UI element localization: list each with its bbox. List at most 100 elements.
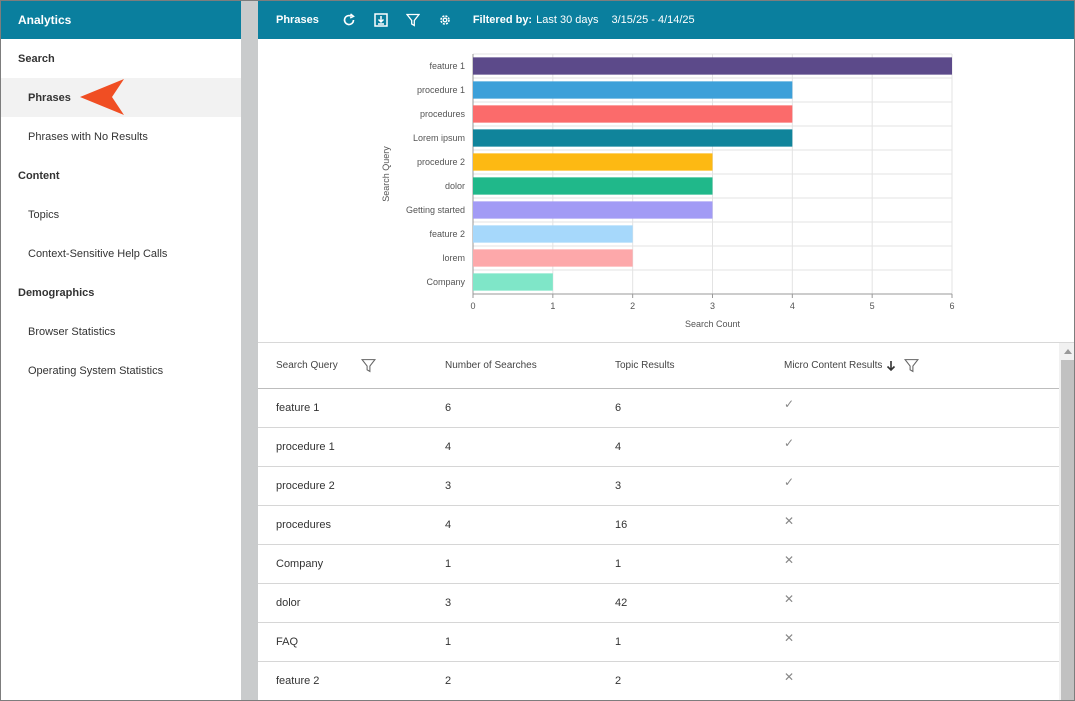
bar	[473, 177, 713, 195]
checkmark-icon: ✓	[784, 397, 795, 411]
chart-svg: 0 1 2 3 4 5 6 feature 1 procedure 1 procedures Lor…	[381, 53, 955, 329]
sidebar: Search Phrases Phrases with No Results C…	[1, 39, 241, 700]
scroll-thumb[interactable]	[1061, 360, 1074, 700]
column-header-search-query[interactable]: Search Query	[276, 343, 376, 388]
cell-searches: 1	[445, 636, 452, 648]
download-icon[interactable]	[374, 13, 388, 27]
table-row[interactable]: feature 2 2 2 ✕	[258, 662, 1059, 700]
cell-topics: 42	[615, 597, 628, 609]
y-tick-label: lorem	[442, 253, 465, 263]
sidebar-item-phrases-no-results[interactable]: Phrases with No Results	[28, 130, 148, 143]
cell-searches: 3	[445, 480, 452, 492]
sort-descending-icon[interactable]	[886, 360, 896, 372]
gear-icon[interactable]	[438, 13, 452, 27]
cell-query: dolor	[276, 597, 301, 609]
cell-topics: 4	[615, 441, 622, 453]
date-range: 3/15/25 - 4/14/25	[611, 14, 695, 26]
y-axis-label: Search Query	[381, 146, 391, 202]
bar	[473, 105, 793, 123]
column-label: Micro Content Results	[784, 360, 883, 371]
sidebar-section-content: Content	[18, 169, 60, 182]
sidebar-section-demographics: Demographics	[18, 286, 95, 299]
table-row[interactable]: procedure 1 4 4 ✓	[258, 428, 1059, 467]
column-header-micro-content-results[interactable]: Micro Content Results	[784, 343, 920, 388]
cell-query: procedures	[276, 519, 332, 531]
cross-icon: ✕	[784, 670, 795, 684]
table-scrollbar[interactable]	[1059, 343, 1074, 700]
bar	[473, 57, 952, 75]
app-title: Analytics	[18, 13, 72, 27]
cell-topics: 16	[615, 519, 628, 531]
cell-searches: 6	[445, 402, 452, 414]
cross-icon: ✕	[784, 553, 795, 567]
filter-icon[interactable]	[405, 13, 420, 27]
cell-query: procedure 2	[276, 480, 335, 492]
x-axis-label: Search Count	[685, 319, 741, 329]
y-tick-label: procedure 2	[417, 157, 465, 167]
cell-query: procedure 1	[276, 441, 335, 453]
refresh-icon[interactable]	[342, 13, 356, 27]
sidebar-section-search: Search	[18, 52, 55, 65]
sidebar-item-os-statistics[interactable]: Operating System Statistics	[28, 364, 164, 377]
y-tick-label: Getting started	[406, 205, 465, 215]
cross-icon: ✕	[784, 514, 795, 528]
cell-searches: 2	[445, 675, 452, 687]
table-row[interactable]: procedures 4 16 ✕	[258, 506, 1059, 545]
cross-icon: ✕	[784, 631, 795, 645]
cell-searches: 1	[445, 558, 452, 570]
checkmark-icon: ✓	[784, 475, 795, 489]
column-header-number-of-searches[interactable]: Number of Searches	[445, 360, 537, 371]
table-row[interactable]: dolor 3 42 ✕	[258, 584, 1059, 623]
sidebar-item-browser-statistics[interactable]: Browser Statistics	[28, 325, 116, 338]
scroll-up-arrow-icon[interactable]	[1064, 349, 1072, 354]
table-row[interactable]: feature 1 6 6 ✓	[258, 389, 1059, 428]
sidebar-header: Analytics	[1, 1, 241, 39]
chart-divider	[258, 342, 1074, 343]
toolbar-title: Phrases	[276, 14, 319, 26]
y-tick-label: feature 1	[429, 61, 465, 71]
x-tick-label: 3	[710, 301, 715, 311]
table-row[interactable]: FAQ 1 1 ✕	[258, 623, 1059, 662]
table-header: Search Query Number of Searches Topic Re…	[258, 343, 1059, 389]
bar	[473, 249, 633, 267]
x-tick-label: 0	[470, 301, 475, 311]
table-row[interactable]: procedure 2 3 3 ✓	[258, 467, 1059, 506]
bar	[473, 81, 793, 99]
results-table: Search Query Number of Searches Topic Re…	[258, 343, 1059, 700]
bar	[473, 153, 713, 171]
filter-value[interactable]: Last 30 days	[536, 14, 599, 26]
cell-query: feature 2	[276, 675, 320, 687]
sidebar-item-topics[interactable]: Topics	[28, 208, 60, 221]
toolbar: Phrases Filtered by: Last 30 days 3/15/2…	[258, 1, 1074, 39]
cell-topics: 6	[615, 402, 622, 414]
bar	[473, 225, 633, 243]
y-tick-label: dolor	[445, 181, 465, 191]
cell-query: Company	[276, 558, 324, 570]
cell-query: feature 1	[276, 402, 320, 414]
y-tick-label: procedure 1	[417, 85, 465, 95]
cell-searches: 4	[445, 441, 452, 453]
cross-icon: ✕	[784, 592, 795, 606]
bar	[473, 273, 553, 291]
cell-searches: 3	[445, 597, 452, 609]
sidebar-item-csh-calls[interactable]: Context-Sensitive Help Calls	[28, 247, 168, 260]
x-tick-label: 5	[870, 301, 875, 311]
bar	[473, 201, 713, 219]
filter-icon[interactable]	[360, 358, 376, 373]
checkmark-icon: ✓	[784, 436, 795, 450]
y-tick-label: feature 2	[429, 229, 465, 239]
x-tick-label: 6	[949, 301, 954, 311]
column-label: Search Query	[276, 360, 338, 371]
panel-splitter[interactable]	[241, 1, 258, 700]
cell-searches: 4	[445, 519, 452, 531]
bar-chart: 0 1 2 3 4 5 6 feature 1 procedure 1 procedures Lor…	[258, 39, 1074, 342]
y-tick-label: Lorem ipsum	[413, 133, 465, 143]
filter-icon[interactable]	[904, 358, 920, 373]
column-header-topic-results[interactable]: Topic Results	[615, 360, 675, 371]
bar	[473, 129, 793, 147]
x-tick-label: 1	[550, 301, 555, 311]
y-tick-label: Company	[426, 277, 465, 287]
table-row[interactable]: Company 1 1 ✕	[258, 545, 1059, 584]
filter-label: Filtered by:	[472, 14, 533, 26]
